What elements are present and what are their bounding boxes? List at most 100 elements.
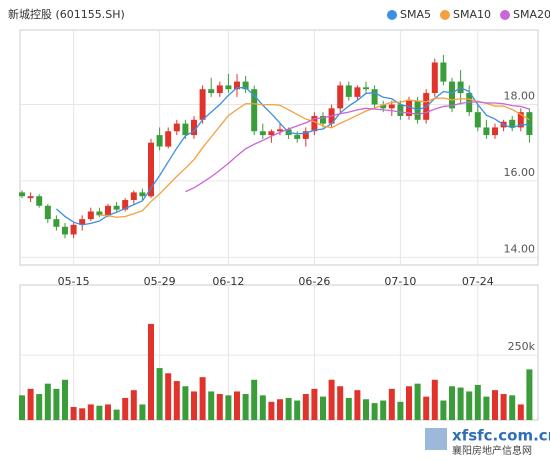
candle-body	[105, 205, 111, 216]
volume-bar	[165, 373, 172, 420]
candle-body	[302, 131, 309, 139]
volume-bar	[251, 379, 258, 420]
x-tick-label: 06-12	[212, 275, 244, 288]
candle-body	[208, 89, 215, 94]
volume-bar	[388, 388, 395, 420]
watermark-name: 襄阳房地产信息网	[452, 444, 532, 457]
candle-body	[70, 224, 77, 235]
candle-body	[345, 85, 352, 97]
volume-bar	[285, 397, 292, 420]
volume-bar	[500, 394, 507, 420]
y-tick-label: 250k	[508, 340, 536, 353]
watermark-site: xfsfc.com.cn	[452, 427, 550, 445]
volume-bar	[234, 391, 240, 420]
volume-bar	[96, 405, 103, 420]
volume-bar	[199, 377, 206, 420]
candle-body	[19, 192, 25, 197]
candle-body	[388, 104, 395, 109]
volume-bar	[423, 396, 430, 420]
volume-bar	[414, 383, 421, 420]
volume-bar	[474, 384, 481, 420]
candle-body	[53, 219, 60, 227]
candle-body	[380, 104, 387, 109]
volume-bar	[225, 395, 232, 420]
candle-body	[156, 135, 163, 147]
candle-body	[363, 87, 369, 90]
watermark: xfsfc.com.cn 襄阳房地产信息网	[425, 427, 550, 457]
volume-bar	[27, 388, 34, 420]
volume-bar	[268, 401, 275, 420]
volume-bar	[363, 399, 369, 420]
candle-body	[216, 85, 223, 94]
legend-label: SMA20	[513, 8, 550, 21]
candle-body	[199, 89, 206, 120]
volume-bar	[70, 407, 77, 420]
volume-bar	[431, 379, 438, 420]
candle-body	[44, 205, 51, 220]
volume-bar	[191, 391, 197, 420]
volume-bar	[466, 391, 473, 420]
y-tick-label: 18.00	[504, 90, 536, 103]
volume-bar	[156, 368, 163, 420]
x-tick-label: 06-26	[298, 275, 330, 288]
legend-marker	[387, 10, 397, 20]
x-tick-label: 07-24	[462, 275, 494, 288]
candle-body	[354, 87, 361, 97]
volume-bar	[182, 386, 189, 420]
legend-marker	[440, 10, 450, 20]
y-tick-label: 14.00	[504, 242, 536, 255]
candle-body	[474, 112, 481, 128]
chart-title: 新城控股 (601155.SH)	[8, 7, 125, 21]
price-frame	[19, 29, 539, 266]
legend: SMA5 SMA10 SMA20	[387, 8, 550, 21]
volume-bar	[509, 395, 516, 420]
candle-body	[234, 81, 240, 90]
volume-bar	[517, 404, 524, 420]
volume-bar	[216, 394, 223, 420]
candle-body	[492, 127, 498, 136]
candle-body	[251, 89, 258, 132]
candle-body	[268, 131, 275, 136]
candle-body	[449, 81, 455, 109]
candle-body	[337, 85, 344, 109]
candle-body	[139, 192, 146, 197]
candle-body	[440, 62, 447, 82]
candle-body	[36, 196, 43, 206]
sma-line	[55, 86, 530, 226]
volume-bar	[337, 386, 344, 420]
candle-body	[242, 81, 249, 90]
volume-bar	[371, 403, 378, 420]
volume-bar	[242, 394, 249, 420]
volume-bar	[139, 404, 146, 420]
candle-body	[294, 135, 301, 139]
volume-bar	[208, 391, 215, 420]
candle-body	[130, 192, 137, 201]
volume-bar	[44, 383, 51, 420]
legend-marker	[500, 10, 510, 20]
volume-bar	[113, 409, 120, 420]
x-tick-label: 05-29	[144, 275, 176, 288]
candle-body	[406, 100, 412, 116]
volume-bar	[354, 390, 361, 420]
volume-bar	[302, 394, 309, 420]
volume-bar	[449, 386, 455, 420]
volume-bar	[526, 369, 533, 420]
volume-bar	[345, 397, 352, 420]
volume-bar	[53, 388, 60, 420]
candle-body	[191, 119, 197, 136]
volume-bar	[105, 404, 111, 420]
volume-bar	[277, 399, 283, 420]
candle-body	[311, 115, 318, 132]
candle-body	[431, 62, 438, 94]
candle-body	[113, 205, 120, 210]
candle-body	[509, 119, 516, 128]
candle-body	[165, 131, 172, 147]
volume-bar	[173, 381, 180, 420]
candle-body	[122, 200, 129, 210]
volume-bar	[36, 394, 43, 420]
candle-body	[87, 211, 94, 220]
candle-body	[397, 104, 404, 116]
volume-bar	[19, 395, 25, 420]
volume-bar	[483, 396, 490, 420]
